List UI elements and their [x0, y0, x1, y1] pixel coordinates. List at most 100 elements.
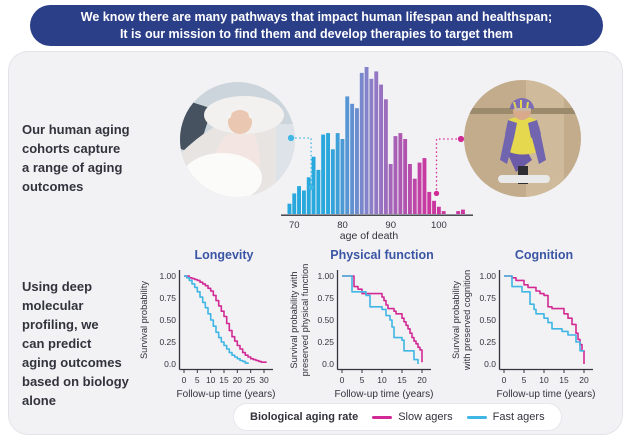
- hist-bar: [359, 72, 364, 215]
- x-tick-label: 20: [417, 375, 427, 385]
- longevity-chart: Longevity Survival probability 1.00 0.75 0.5…: [139, 248, 276, 400]
- slow-agers-line-swatch: [372, 415, 393, 419]
- hist-bar: [403, 139, 408, 214]
- hist-tick-label: 70: [289, 220, 300, 231]
- x-tick-label: 10: [539, 375, 549, 385]
- hist-bar: [398, 133, 403, 214]
- fast-agers-line-swatch: [466, 415, 487, 419]
- hist-bar: [456, 211, 461, 214]
- hist-bar: [374, 71, 379, 215]
- y-tick-label: 1.00: [159, 271, 176, 281]
- x-tick-label: 15: [219, 375, 229, 385]
- fast-agers-curve: [504, 275, 584, 352]
- bed-scene-illustration: [180, 82, 295, 197]
- y-tick-label: 0.25: [317, 337, 334, 347]
- y-tick-label: 0.0: [164, 359, 176, 369]
- hist-bar: [335, 133, 340, 214]
- physical-function-chart: Physical function Survival probability wi…: [290, 248, 434, 400]
- legend-item-slow-agers: Slow agers: [372, 411, 453, 423]
- cohorts-description: Our human aging cohorts capture a range …: [22, 122, 130, 194]
- y-tick-label: 0.75: [479, 293, 496, 303]
- helmet-stripes: [513, 100, 529, 110]
- age-of-death-histogram: 70 80 90 100 age of death: [281, 67, 473, 242]
- slow-agers-curve: [504, 275, 585, 364]
- y-axis-label: Survival probability with: [290, 271, 299, 368]
- slow-connector-dot: [433, 190, 440, 197]
- x-tick-label: 30: [259, 375, 269, 385]
- hist-bar: [388, 164, 393, 214]
- handlebar-shape: [498, 175, 550, 183]
- hist-bar: [379, 84, 383, 214]
- hist-bar: [412, 178, 417, 214]
- y-tick-label: 0.50: [317, 315, 334, 325]
- y-tick-label: 0.0: [484, 359, 496, 369]
- hist-bar: [369, 78, 374, 214]
- x-axis-label: Follow-up time (years): [177, 389, 276, 400]
- x-tick-label: 5: [195, 375, 200, 385]
- y-tick-label: 0.25: [479, 337, 496, 347]
- y-axis-label: Survival probability: [139, 281, 149, 359]
- hist-bar: [287, 203, 292, 214]
- hist-bar: [345, 96, 350, 214]
- left-arm-shape: [500, 126, 514, 164]
- x-tick-label: 15: [559, 375, 569, 385]
- cognition-chart: Cognition Survival probability with preser…: [452, 248, 596, 400]
- chart-title: Physical function: [330, 248, 434, 262]
- hist-bar: [436, 206, 441, 215]
- hist-bar: [355, 108, 359, 214]
- x-axis-label: Follow-up time (years): [497, 389, 596, 400]
- biological-aging-rate-legend: Biological aging rate Slow agers Fast ag…: [233, 403, 562, 431]
- x-tick-label: 5: [360, 375, 365, 385]
- cyclist-scene-illustration: [464, 80, 581, 197]
- y-tick-label: 0.75: [159, 293, 176, 303]
- fast-agers-label: Fast agers: [492, 411, 545, 423]
- face-shape: [228, 110, 252, 134]
- y-tick-label: 0.50: [159, 315, 176, 325]
- x-tick-label: 5: [522, 375, 527, 385]
- hist-bar: [383, 99, 388, 214]
- y-axis-label: Survival probability: [452, 281, 461, 359]
- legend-title: Biological aging rate: [250, 411, 359, 423]
- hist-tick-label: 90: [385, 220, 396, 231]
- x-axis-label: Follow-up time (years): [335, 389, 434, 400]
- slow-agers-curve: [184, 275, 267, 363]
- x-tick-label: 10: [377, 375, 387, 385]
- hist-bar: [461, 209, 465, 214]
- fast-agers-curve: [342, 275, 419, 364]
- hist-bar: [302, 190, 306, 214]
- x-tick-label: 15: [397, 375, 407, 385]
- hist-x-axis-label: age of death: [340, 230, 399, 242]
- x-tick-label: 0: [340, 375, 345, 385]
- y-axis-label: with preserved cognition: [462, 270, 472, 371]
- hist-bar: [408, 164, 412, 214]
- hist-bar: [422, 158, 427, 214]
- hist-bar: [316, 169, 321, 214]
- hist-bar: [330, 149, 335, 214]
- header-banner: We know there are many pathways that imp…: [30, 5, 603, 46]
- slow-connector-dot: [457, 135, 465, 143]
- hist-bar: [427, 191, 432, 214]
- hist-bar: [321, 134, 326, 214]
- y-tick-label: 0.50: [479, 315, 496, 325]
- slow-agers-curve: [342, 275, 423, 363]
- elderly-cyclist-photo: [464, 80, 581, 197]
- white-hair-shape: [227, 107, 253, 120]
- hist-bar: [350, 103, 355, 215]
- header-line-1: We know there are many pathways that imp…: [80, 9, 553, 24]
- hist-bar: [432, 200, 436, 214]
- x-tick-label: 0: [182, 375, 187, 385]
- chart-title: Longevity: [194, 248, 253, 262]
- hist-tick-label: 80: [337, 220, 348, 231]
- glasses-shape: [514, 108, 531, 111]
- y-axis-label: preserved physical function: [300, 264, 310, 377]
- x-tick-label: 10: [206, 375, 216, 385]
- right-arm-shape: [532, 126, 546, 164]
- x-tick-label: 20: [233, 375, 243, 385]
- header-line-2: It is our mission to find them and devel…: [119, 26, 514, 41]
- y-tick-label: 0.75: [317, 293, 334, 303]
- y-tick-label: 0.25: [159, 337, 176, 347]
- hist-bar: [441, 211, 446, 214]
- fast-connector-dot: [287, 134, 295, 142]
- x-tick-label: 0: [502, 375, 507, 385]
- hist-bar: [297, 186, 301, 214]
